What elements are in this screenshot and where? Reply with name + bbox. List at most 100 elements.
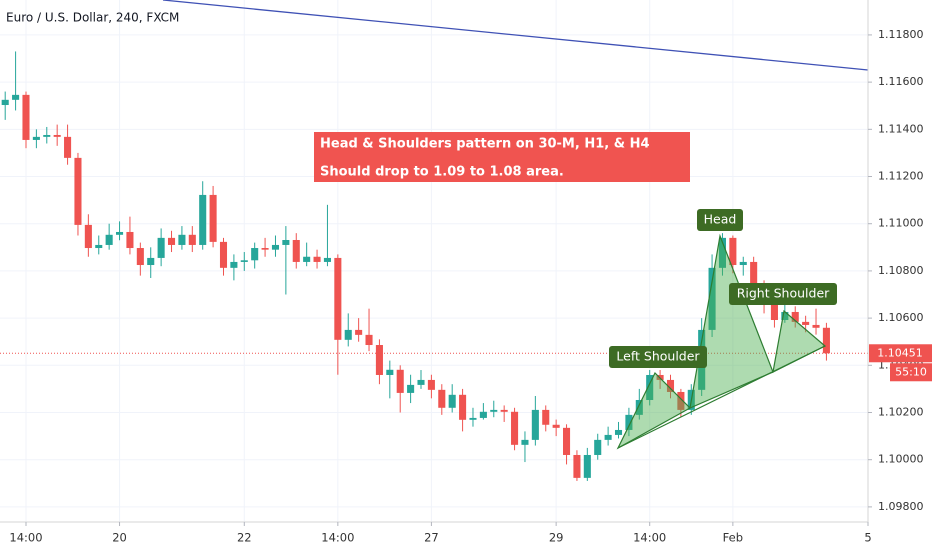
candle-body [313, 256, 321, 262]
candle-body [500, 409, 508, 412]
y-tick-label: 1.10000 [878, 453, 924, 466]
chart-title: Euro / U.S. Dollar, 240, FXCM [6, 11, 179, 25]
candle-body [126, 231, 134, 249]
neckline [617, 345, 826, 449]
right-shoulder-label: Right Shoulder [737, 286, 830, 301]
left-shoulder-tag [609, 346, 707, 368]
candle-body [573, 454, 581, 478]
pattern [616, 233, 827, 450]
candle-body [531, 409, 539, 440]
head-label: Head [704, 212, 737, 227]
candle-body [770, 304, 778, 320]
x-tick-label: 20 [112, 531, 127, 545]
candle-body [157, 237, 165, 258]
candle-body [282, 239, 290, 245]
head-tag [697, 209, 743, 231]
x-tick-label: Feb [723, 531, 743, 545]
candle-body [542, 409, 550, 425]
candle-body [625, 414, 633, 430]
note-line: Should drop to 1.09 to 1.08 area. [320, 165, 564, 180]
candle-body [375, 345, 383, 375]
candle-body [74, 157, 82, 225]
y-tick-label: 1.09800 [878, 500, 924, 513]
candle-body [251, 248, 259, 261]
left-shoulder-shape [616, 371, 691, 450]
candle-body [594, 439, 602, 455]
trend-line [162, 0, 869, 71]
candle-body [822, 327, 830, 354]
axes: 1.098001.100001.102001.104001.106001.108… [9, 28, 932, 545]
x-tick-label: 5 [864, 531, 871, 545]
y-tick-label: 1.10800 [878, 264, 924, 277]
candle-body [802, 321, 810, 325]
right-shoulder-tag [729, 283, 837, 305]
candle-body [22, 94, 30, 140]
candle-body [53, 134, 61, 137]
candle-body [178, 234, 186, 245]
candle-body [219, 241, 228, 268]
candle-body [365, 334, 373, 346]
candle-body [84, 224, 92, 249]
candle-body [147, 257, 155, 266]
candle-body [781, 311, 789, 320]
candle-body [646, 374, 654, 400]
candle-body [12, 94, 20, 100]
candle-body [116, 231, 124, 235]
candle-body [812, 324, 820, 328]
note-box [314, 132, 690, 182]
candle-body [739, 261, 747, 266]
candle-body [344, 329, 352, 340]
candle-body [32, 136, 40, 140]
candle-body [240, 260, 248, 262]
candle-body [604, 434, 612, 440]
candle-body [677, 391, 685, 410]
candle-body [95, 244, 103, 249]
candle-body [230, 261, 238, 268]
note-line: Head & Shoulders pattern on 30-M, H1, & … [320, 137, 650, 152]
candle-body [407, 384, 415, 393]
y-tick-label: 1.11200 [878, 170, 924, 183]
candle-body [303, 256, 311, 262]
candle-body [396, 369, 404, 393]
candle-body [271, 244, 280, 250]
countdown-box [890, 363, 932, 382]
candle-body [334, 257, 342, 340]
candle-body [105, 234, 113, 245]
candle-body [563, 427, 571, 455]
x-tick-label: 14:00 [633, 531, 666, 545]
y-tick-label: 1.11600 [878, 75, 924, 88]
x-tick-label: 14:00 [321, 531, 354, 545]
candle-body [708, 267, 716, 330]
candle-body [323, 257, 331, 262]
candle-body [188, 234, 196, 245]
candle-body [479, 411, 487, 418]
last-price-box [869, 344, 932, 363]
candle-body [292, 239, 300, 262]
candle-body [490, 409, 498, 412]
candle-body [666, 379, 675, 392]
candle-body [459, 394, 467, 420]
x-tick-label: 29 [549, 531, 564, 545]
candle-body [386, 369, 394, 375]
candle-body [718, 237, 727, 268]
candle-body [729, 237, 737, 266]
candle-body [417, 379, 425, 385]
x-tick-label: 22 [237, 531, 252, 545]
candle-body [209, 194, 217, 242]
candle-body [750, 261, 758, 285]
candle-body [43, 134, 51, 137]
candle-body [438, 389, 446, 408]
candle-body [583, 454, 591, 478]
candle-body [136, 248, 144, 266]
candle-body [511, 411, 519, 445]
countdown-label: 55:10 [895, 365, 927, 378]
candle-body [469, 417, 477, 420]
candle-body [1, 99, 9, 106]
candle-body [199, 194, 207, 245]
x-tick-label: 14:00 [9, 531, 42, 545]
left-shoulder-label: Left Shoulder [616, 349, 700, 364]
x-tick-label: 27 [424, 531, 439, 545]
candle-body [552, 424, 560, 428]
